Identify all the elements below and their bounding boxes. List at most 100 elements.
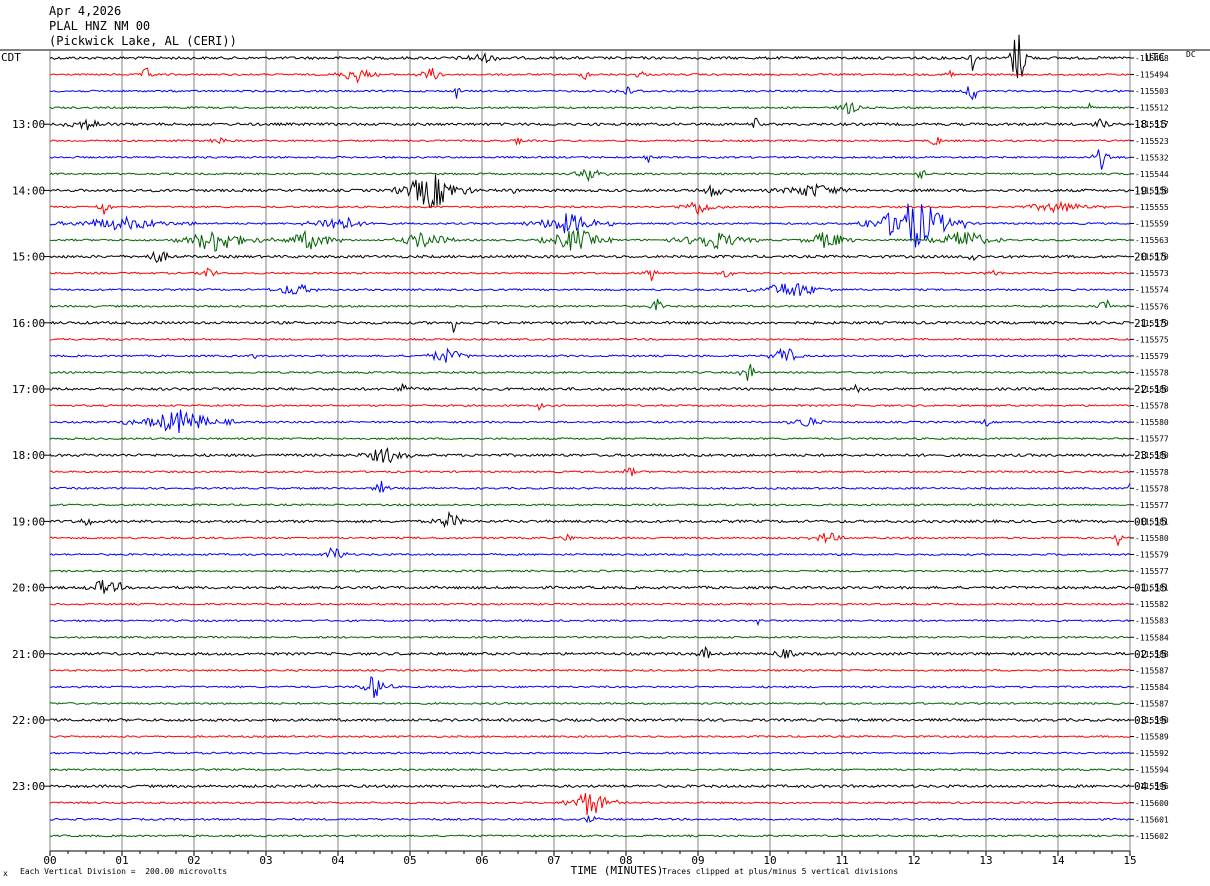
seismic-trace <box>49 203 1131 248</box>
left-hour-label: 16:00 <box>12 317 45 330</box>
dc-label: DC <box>1186 50 1196 59</box>
seismic-trace <box>49 364 1131 381</box>
seismic-trace <box>49 267 1131 281</box>
dc-offset-label: -115584 <box>1135 683 1169 692</box>
right-hour-label: 04:15 <box>1134 780 1167 793</box>
dc-offset-label: -115587 <box>1135 699 1169 708</box>
dc-offset-label: -115577 <box>1135 435 1169 444</box>
dc-offset-label: -115503 <box>1135 87 1169 96</box>
dc-offset-label: -115570 <box>1135 253 1169 262</box>
chart-header-date: Apr 4,2026 <box>49 4 122 18</box>
dc-offset-label: -115578 <box>1135 402 1169 411</box>
seismic-trace <box>49 635 1131 639</box>
seismic-trace <box>49 619 1131 627</box>
seismic-trace <box>49 734 1131 739</box>
seismic-trace <box>49 784 1131 789</box>
seismic-trace <box>49 283 1131 297</box>
seismic-trace <box>49 717 1131 723</box>
dc-offset-label: -115577 <box>1135 501 1169 510</box>
x-tick-label: 07 <box>547 854 560 867</box>
dc-offset-label: -115559 <box>1135 220 1169 229</box>
left-hour-label: 17:00 <box>12 383 45 396</box>
x-tick-label: 14 <box>1051 854 1065 867</box>
dc-offset-label: -115578 <box>1135 468 1169 477</box>
seismic-trace <box>49 793 1131 816</box>
chart-header-location: (Pickwick Lake, AL (CERI)) <box>49 34 237 48</box>
left-hour-label: 22:00 <box>12 714 45 727</box>
dc-offset-label: -115592 <box>1135 749 1169 758</box>
seismic-trace <box>50 668 1131 672</box>
dc-offset-label: -115596 <box>1135 782 1169 791</box>
seismic-trace <box>49 834 1131 838</box>
seismic-trace <box>49 200 1131 216</box>
dc-offset-label: -115579 <box>1135 352 1169 361</box>
dc-offset-label: -115588 <box>1135 650 1169 659</box>
seismic-trace <box>49 67 1131 84</box>
x-axis-title: TIME (MINUTES) <box>571 864 664 877</box>
seismic-trace <box>50 86 1131 101</box>
seismic-trace <box>49 383 1131 394</box>
dc-offset-label: -115587 <box>1135 666 1169 675</box>
left-hour-label: 18:00 <box>12 449 45 462</box>
dc-offset-label: -115594 <box>1135 766 1169 775</box>
right-hour-label: 21:15 <box>1134 317 1167 330</box>
x-tick-label: 01 <box>115 854 128 867</box>
seismic-trace <box>49 569 1131 573</box>
x-tick-label: 00 <box>43 854 56 867</box>
left-hour-label: 23:00 <box>12 780 45 793</box>
x-tick-label: 05 <box>403 854 416 867</box>
seismic-trace <box>49 168 1131 183</box>
seismic-trace <box>49 645 1131 659</box>
seismic-trace <box>49 337 1131 341</box>
right-hour-label: 23:15 <box>1134 449 1167 462</box>
dc-offset-label: -115563 <box>1135 236 1169 245</box>
dc-offset-label: -115488 <box>1135 54 1169 63</box>
seismic-trace <box>49 250 1131 263</box>
dc-offset-label: -115590 <box>1135 716 1169 725</box>
dc-offset-label: -115580 <box>1135 418 1169 427</box>
dc-offset-label: -115601 <box>1135 815 1169 824</box>
dc-offset-label: -115523 <box>1135 137 1169 146</box>
seismic-trace <box>49 320 1131 333</box>
x-tick-label: 06 <box>475 854 488 867</box>
seismic-trace <box>49 137 1131 146</box>
dc-offset-label: -115578 <box>1135 368 1169 377</box>
x-tick-label: 09 <box>691 854 704 867</box>
seismic-trace <box>50 602 1131 606</box>
dc-offset-label: -115579 <box>1135 319 1169 328</box>
dc-offset-label: -115583 <box>1135 617 1169 626</box>
seismic-trace <box>49 768 1131 772</box>
right-hour-label: 22:15 <box>1134 383 1167 396</box>
right-hour-label: 00:15 <box>1134 515 1167 528</box>
dc-offset-label: -115544 <box>1135 170 1169 179</box>
chart-header-station: PLAL HNZ NM 00 <box>49 19 151 33</box>
x-tick-label: 03 <box>259 854 272 867</box>
seismic-trace <box>49 480 1131 493</box>
right-axis-title: UTC <box>1145 51 1165 64</box>
dc-offset-label: -115580 <box>1135 451 1169 460</box>
dc-offset-label: -115602 <box>1135 832 1169 841</box>
dc-offset-label: -115581 <box>1135 584 1169 593</box>
trace-group <box>49 34 1131 838</box>
right-hour-label: 20:15 <box>1134 251 1167 264</box>
right-hour-label: 03:15 <box>1134 714 1167 727</box>
seismic-trace <box>49 466 1131 477</box>
left-axis-title: CDT <box>1 51 21 64</box>
seismic-trace <box>49 409 1131 434</box>
axis-labels: 00 01 02 03 04 05 06 07 08 09 10 11 12 13 14 15 TIME (MI… <box>1 50 1196 877</box>
dc-offset-label: -115578 <box>1135 484 1169 493</box>
dc-offset-label: -115589 <box>1135 733 1169 742</box>
seismic-trace <box>49 676 1131 698</box>
seismic-trace <box>49 402 1131 412</box>
dc-offset-label: -115576 <box>1135 302 1169 311</box>
dc-offset-label: -115573 <box>1135 269 1169 278</box>
dc-offset-label: -115532 <box>1135 153 1169 162</box>
dc-offset-label: -115582 <box>1135 600 1169 609</box>
right-hour-label: 01:15 <box>1134 582 1167 595</box>
x-tick-label: 11 <box>835 854 848 867</box>
seismic-trace <box>49 446 1131 464</box>
seismic-trace <box>49 546 1131 559</box>
dc-offset-label: -115494 <box>1135 71 1169 80</box>
x-tick-label: 10 <box>763 854 776 867</box>
left-hour-label: 14:00 <box>12 184 45 197</box>
